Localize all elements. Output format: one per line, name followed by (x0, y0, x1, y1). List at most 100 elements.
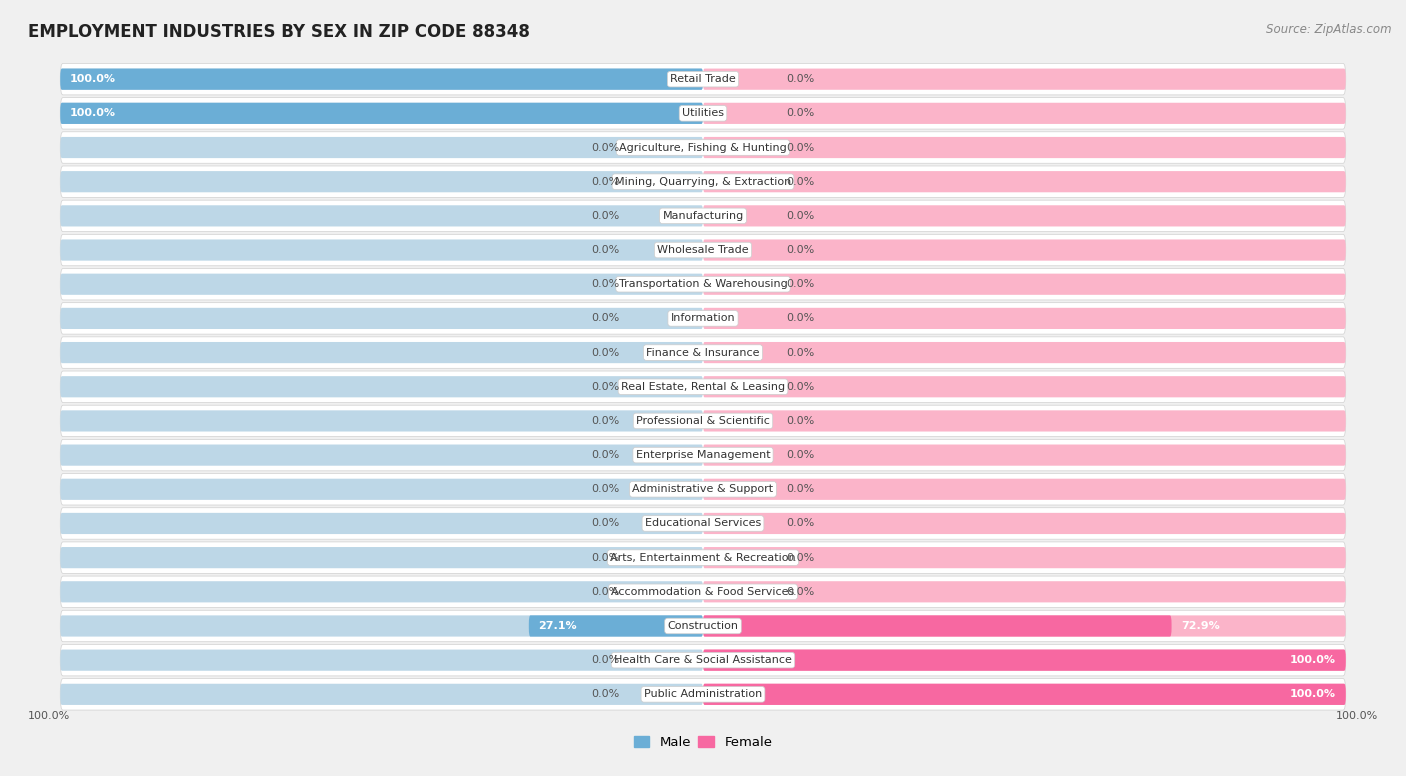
FancyBboxPatch shape (703, 513, 1346, 534)
Text: 100.0%: 100.0% (28, 711, 70, 721)
FancyBboxPatch shape (703, 137, 1346, 158)
FancyBboxPatch shape (529, 615, 703, 636)
Text: 0.0%: 0.0% (786, 143, 815, 153)
Text: 0.0%: 0.0% (591, 314, 620, 324)
FancyBboxPatch shape (60, 508, 1346, 539)
Text: 100.0%: 100.0% (1291, 689, 1336, 699)
Text: 0.0%: 0.0% (786, 211, 815, 221)
FancyBboxPatch shape (703, 240, 1346, 261)
Text: Arts, Entertainment & Recreation: Arts, Entertainment & Recreation (610, 553, 796, 563)
FancyBboxPatch shape (60, 644, 1346, 676)
Text: Information: Information (671, 314, 735, 324)
Text: 72.9%: 72.9% (1181, 621, 1220, 631)
Text: Educational Services: Educational Services (645, 518, 761, 528)
FancyBboxPatch shape (60, 206, 703, 227)
FancyBboxPatch shape (703, 308, 1346, 329)
Text: 0.0%: 0.0% (591, 689, 620, 699)
Text: 0.0%: 0.0% (786, 348, 815, 358)
Text: 100.0%: 100.0% (1336, 711, 1378, 721)
FancyBboxPatch shape (60, 411, 703, 431)
FancyBboxPatch shape (60, 376, 703, 397)
FancyBboxPatch shape (60, 445, 703, 466)
FancyBboxPatch shape (60, 542, 1346, 573)
Text: 0.0%: 0.0% (786, 382, 815, 392)
FancyBboxPatch shape (703, 376, 1346, 397)
FancyBboxPatch shape (60, 132, 1346, 163)
Text: 0.0%: 0.0% (786, 587, 815, 597)
FancyBboxPatch shape (703, 274, 1346, 295)
FancyBboxPatch shape (60, 405, 1346, 437)
Text: 0.0%: 0.0% (591, 484, 620, 494)
Text: Professional & Scientific: Professional & Scientific (636, 416, 770, 426)
Text: 0.0%: 0.0% (591, 245, 620, 255)
Text: 0.0%: 0.0% (591, 553, 620, 563)
Text: 0.0%: 0.0% (786, 177, 815, 187)
Text: 0.0%: 0.0% (786, 518, 815, 528)
FancyBboxPatch shape (703, 650, 1346, 670)
FancyBboxPatch shape (60, 102, 703, 124)
Text: 0.0%: 0.0% (786, 109, 815, 119)
FancyBboxPatch shape (60, 679, 1346, 710)
FancyBboxPatch shape (703, 445, 1346, 466)
FancyBboxPatch shape (60, 615, 703, 636)
Text: Construction: Construction (668, 621, 738, 631)
FancyBboxPatch shape (60, 234, 1346, 265)
FancyBboxPatch shape (60, 473, 1346, 505)
FancyBboxPatch shape (60, 102, 703, 124)
Text: Retail Trade: Retail Trade (671, 74, 735, 84)
FancyBboxPatch shape (703, 342, 1346, 363)
FancyBboxPatch shape (60, 371, 1346, 403)
FancyBboxPatch shape (60, 308, 703, 329)
Text: 0.0%: 0.0% (591, 348, 620, 358)
Text: Mining, Quarrying, & Extraction: Mining, Quarrying, & Extraction (614, 177, 792, 187)
Text: 0.0%: 0.0% (786, 450, 815, 460)
FancyBboxPatch shape (60, 200, 1346, 231)
FancyBboxPatch shape (703, 411, 1346, 431)
Text: 100.0%: 100.0% (70, 74, 115, 84)
Text: Finance & Insurance: Finance & Insurance (647, 348, 759, 358)
FancyBboxPatch shape (60, 650, 703, 670)
Text: Real Estate, Rental & Leasing: Real Estate, Rental & Leasing (621, 382, 785, 392)
Text: 0.0%: 0.0% (591, 450, 620, 460)
FancyBboxPatch shape (60, 98, 1346, 129)
FancyBboxPatch shape (703, 171, 1346, 192)
Text: 0.0%: 0.0% (591, 177, 620, 187)
FancyBboxPatch shape (60, 274, 703, 295)
FancyBboxPatch shape (60, 439, 1346, 471)
Text: EMPLOYMENT INDUSTRIES BY SEX IN ZIP CODE 88348: EMPLOYMENT INDUSTRIES BY SEX IN ZIP CODE… (28, 23, 530, 41)
Text: 0.0%: 0.0% (786, 279, 815, 289)
FancyBboxPatch shape (60, 581, 703, 602)
FancyBboxPatch shape (60, 303, 1346, 334)
Text: 0.0%: 0.0% (591, 143, 620, 153)
Text: Source: ZipAtlas.com: Source: ZipAtlas.com (1267, 23, 1392, 36)
Text: Manufacturing: Manufacturing (662, 211, 744, 221)
Text: 0.0%: 0.0% (786, 74, 815, 84)
FancyBboxPatch shape (60, 68, 703, 90)
FancyBboxPatch shape (60, 576, 1346, 608)
FancyBboxPatch shape (703, 547, 1346, 568)
FancyBboxPatch shape (703, 206, 1346, 227)
Legend: Male, Female: Male, Female (628, 731, 778, 754)
FancyBboxPatch shape (60, 240, 703, 261)
Text: Administrative & Support: Administrative & Support (633, 484, 773, 494)
Text: Accommodation & Food Services: Accommodation & Food Services (612, 587, 794, 597)
FancyBboxPatch shape (60, 684, 703, 705)
Text: Utilities: Utilities (682, 109, 724, 119)
FancyBboxPatch shape (703, 102, 1346, 124)
Text: 100.0%: 100.0% (70, 109, 115, 119)
Text: 0.0%: 0.0% (786, 553, 815, 563)
Text: 0.0%: 0.0% (591, 518, 620, 528)
Text: Health Care & Social Assistance: Health Care & Social Assistance (614, 655, 792, 665)
Text: 0.0%: 0.0% (786, 314, 815, 324)
FancyBboxPatch shape (60, 479, 703, 500)
FancyBboxPatch shape (60, 166, 1346, 197)
FancyBboxPatch shape (703, 650, 1346, 670)
FancyBboxPatch shape (703, 615, 1171, 636)
Text: 0.0%: 0.0% (591, 587, 620, 597)
FancyBboxPatch shape (60, 342, 703, 363)
FancyBboxPatch shape (703, 684, 1346, 705)
Text: 0.0%: 0.0% (591, 655, 620, 665)
FancyBboxPatch shape (60, 268, 1346, 300)
FancyBboxPatch shape (703, 68, 1346, 90)
Text: 0.0%: 0.0% (591, 279, 620, 289)
